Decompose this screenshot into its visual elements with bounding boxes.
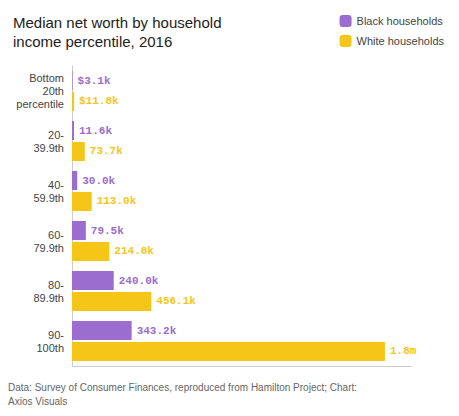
- svg-text:$3.1k: $3.1k: [78, 75, 111, 87]
- svg-text:59.9th: 59.9th: [33, 192, 64, 204]
- svg-text:90-: 90-: [48, 329, 64, 341]
- svg-text:Axios Visuals: Axios Visuals: [8, 396, 67, 407]
- svg-text:80-: 80-: [48, 279, 64, 291]
- svg-text:$11.8k: $11.8k: [79, 95, 119, 107]
- svg-text:456.1k: 456.1k: [156, 295, 196, 307]
- svg-text:20th: 20th: [43, 85, 64, 97]
- svg-text:79.9th: 79.9th: [33, 242, 64, 254]
- svg-text:113.0k: 113.0k: [97, 195, 137, 207]
- svg-text:214.8k: 214.8k: [114, 245, 154, 257]
- svg-text:73.7k: 73.7k: [90, 145, 123, 157]
- svg-text:Median net worth by household: Median net worth by household: [13, 14, 221, 31]
- svg-text:20-: 20-: [48, 129, 64, 141]
- svg-text:240.0k: 240.0k: [119, 275, 159, 287]
- svg-text:100th: 100th: [36, 342, 64, 354]
- svg-text:income percentile, 2016: income percentile, 2016: [13, 33, 172, 50]
- svg-text:89.9th: 89.9th: [33, 292, 64, 304]
- svg-text:Black households: Black households: [357, 15, 444, 27]
- svg-text:79.5k: 79.5k: [91, 225, 124, 237]
- svg-text:percentile: percentile: [16, 98, 64, 110]
- svg-text:1.8m: 1.8m: [390, 345, 417, 357]
- svg-text:Data: Survey of Consumer Finan: Data: Survey of Consumer Finances, repro…: [8, 382, 357, 393]
- svg-text:60-: 60-: [48, 229, 64, 241]
- svg-text:White households: White households: [357, 35, 445, 47]
- svg-text:40-: 40-: [48, 179, 64, 191]
- svg-text:Bottom: Bottom: [29, 72, 64, 84]
- svg-text:343.2k: 343.2k: [137, 325, 177, 337]
- svg-text:39.9th: 39.9th: [33, 142, 64, 154]
- svg-text:30.0k: 30.0k: [82, 175, 115, 187]
- svg-text:11.6k: 11.6k: [79, 125, 112, 137]
